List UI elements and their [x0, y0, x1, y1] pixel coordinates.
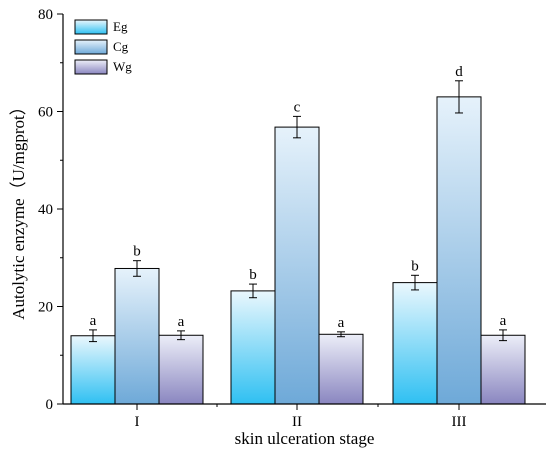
x-tick-label: II — [292, 414, 302, 430]
bar-wg-2 — [318, 333, 364, 405]
legend-item-eg: Eg — [74, 19, 128, 35]
significance-label: b — [411, 258, 419, 274]
bar-wg-3 — [480, 334, 526, 405]
y-axis-title: Autolytic enzyme（U/mgprot） — [9, 98, 28, 319]
error-bar — [133, 260, 141, 277]
legend-swatch — [74, 59, 108, 75]
legend-swatch — [74, 39, 108, 55]
y-tick-label: 80 — [38, 7, 53, 23]
error-bar — [455, 80, 463, 114]
x-tick-label: III — [452, 414, 467, 430]
significance-label: a — [178, 314, 185, 330]
axes: skin ulceration stage Autolytic enzyme（U… — [9, 7, 546, 448]
error-bar — [499, 329, 507, 342]
significance-label: d — [455, 64, 463, 80]
y-tick-label: 0 — [46, 397, 54, 413]
significance-label: c — [294, 99, 301, 115]
error-bar — [89, 329, 97, 343]
legend-label: Eg — [113, 19, 128, 34]
error-bar — [249, 283, 257, 299]
bar-cg-2 — [274, 126, 320, 405]
error-bar — [177, 330, 185, 341]
error-bar — [293, 115, 301, 139]
legend-item-cg: Cg — [74, 39, 129, 55]
bar-cg-3 — [436, 96, 482, 405]
y-tick-label: 20 — [38, 300, 53, 316]
error-bar — [337, 331, 345, 338]
bar-eg-3 — [392, 282, 438, 405]
bar-eg-2 — [230, 290, 276, 405]
legend-item-wg: Wg — [74, 59, 132, 75]
significance-label: a — [338, 315, 345, 331]
bar-cg-1 — [114, 267, 160, 405]
legend-swatch — [74, 19, 108, 35]
legend: Eg Cg Wg — [74, 19, 132, 75]
significance-label: b — [249, 267, 257, 283]
y-tick-label: 60 — [38, 105, 53, 121]
x-tick-label: I — [135, 414, 140, 430]
legend-label: Wg — [113, 59, 132, 74]
bar-wg-1 — [158, 334, 204, 405]
y-tick-label: 40 — [38, 202, 53, 218]
error-bar — [411, 274, 419, 291]
significance-label: a — [90, 313, 97, 329]
significance-label: a — [500, 313, 507, 329]
significance-label: b — [133, 244, 141, 260]
legend-label: Cg — [113, 39, 129, 54]
x-axis-title: skin ulceration stage — [235, 429, 375, 448]
plot-area: a b a b c a b d a — [70, 64, 526, 405]
bar-eg-1 — [70, 335, 116, 405]
